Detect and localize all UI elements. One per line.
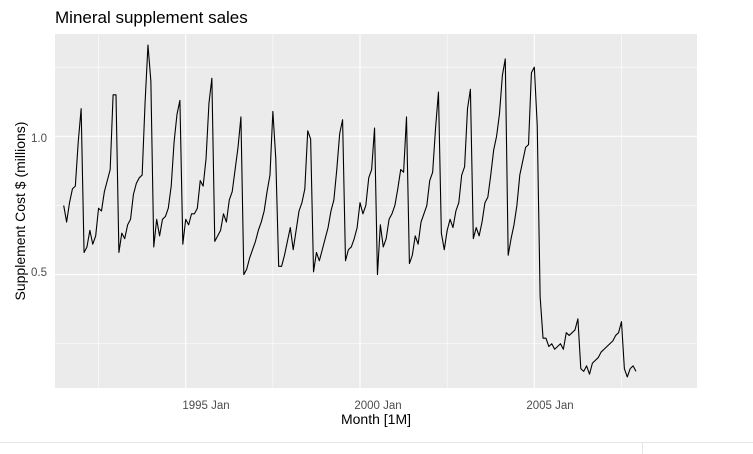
x-tick-label: 1995 Jan [182, 400, 229, 412]
bottom-divider [0, 442, 753, 443]
x-tick-label: 2000 Jan [354, 400, 401, 412]
sales-line [63, 44, 637, 378]
y-axis: 0.5 1.0 [31, 133, 47, 279]
y-axis-title: Supplement Cost $ (millions) [12, 122, 28, 301]
y-tick-label: 0.5 [31, 267, 47, 279]
y-tick-label: 1.0 [31, 133, 47, 145]
chart-title: Mineral supplement sales [55, 8, 248, 27]
x-tick-label: 2005 Jan [526, 400, 573, 412]
x-axis: 1995 Jan 2000 Jan 2005 Jan [182, 400, 573, 412]
line-chart: Mineral supplement sales 0.5 1.0 1995 Ja… [12, 8, 697, 427]
x-axis-title: Month [1M] [341, 411, 411, 427]
bottom-divider-mark [642, 443, 643, 454]
